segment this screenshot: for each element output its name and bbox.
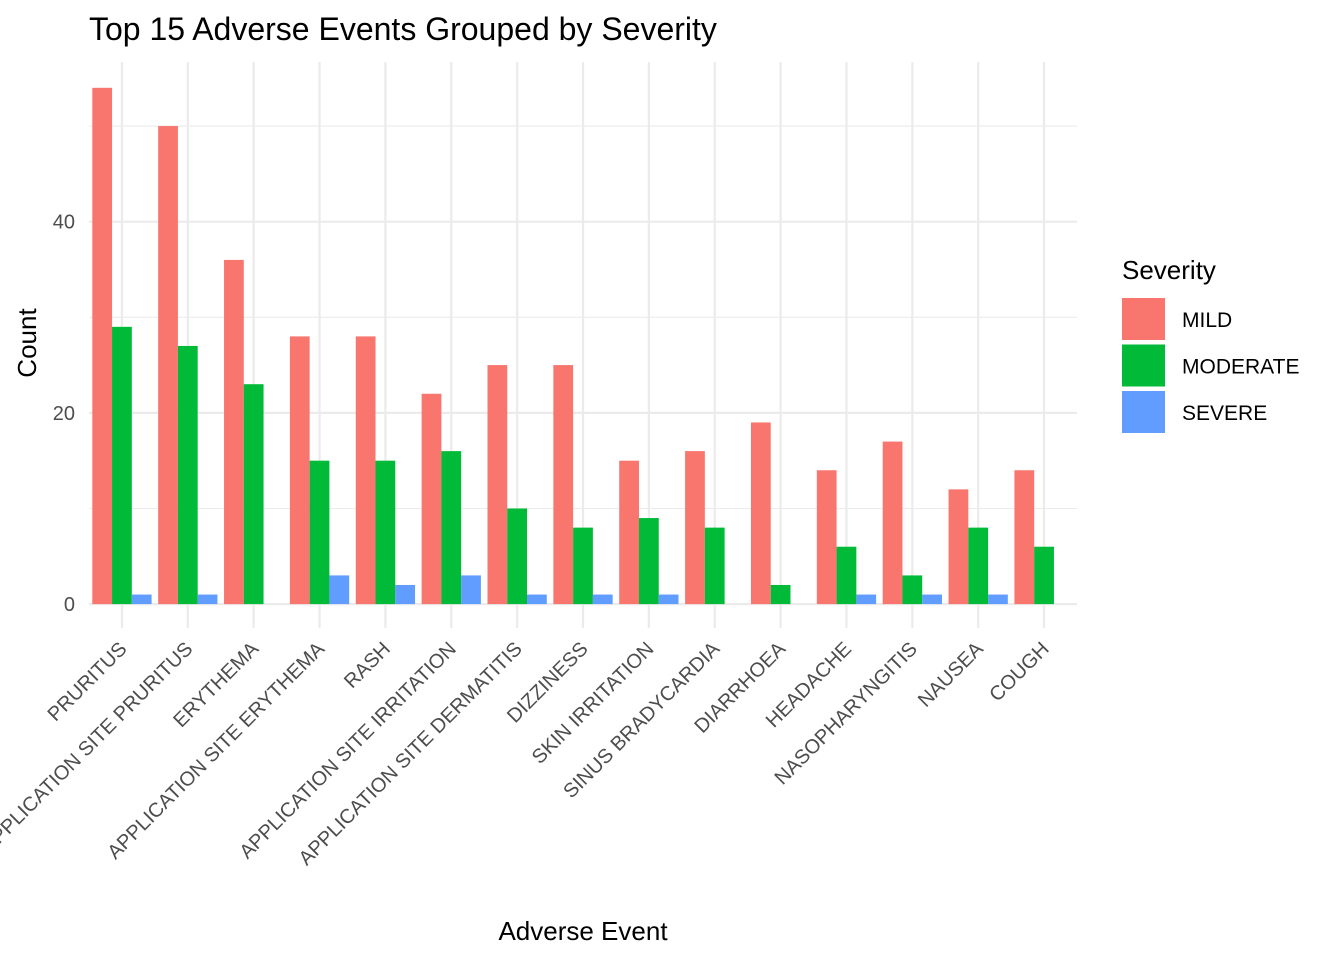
bar-mild-application-site-irritation [421,393,442,605]
bar-moderate-diarrhoea [770,584,791,605]
bar-severe-nasopharyngitis [922,594,942,605]
x-axis-title: Adverse Event [498,916,668,946]
bar-moderate-application-site-irritation [441,451,462,605]
legend-key-moderate [1122,344,1165,387]
legend-key-severe [1122,391,1165,433]
x-tick-label: SKIN IRRITATION [528,638,659,769]
bar-mild-headache [816,470,837,605]
bar-moderate-application-site-erythema [309,460,330,605]
y-axis-title: Count [12,308,42,378]
bar-mild-diarrhoea [750,422,771,605]
bar-moderate-erythema [243,384,264,605]
bar-mild-sinus-bradycardia [685,451,705,605]
bar-severe-nausea [988,594,1008,605]
bar-mild-application-site-pruritus [158,126,178,605]
legend-label-moderate: MODERATE [1182,356,1299,379]
bar-moderate-skin-irritation [638,518,659,605]
bar-severe-skin-irritation [658,594,679,605]
x-tick-label: RASH [340,638,395,693]
y-tick-label: 20 [53,403,75,425]
bar-mild-rash [355,336,376,605]
bars [92,87,1054,605]
bar-mild-pruritus [92,87,113,605]
chart-title: Top 15 Adverse Events Grouped by Severit… [89,11,717,47]
legend-title: Severity [1122,255,1216,285]
bar-severe-dizziness [592,594,613,605]
bar-mild-nasopharyngitis [882,441,903,605]
bar-moderate-cough [1034,546,1054,605]
bar-moderate-application-site-pruritus [177,345,198,605]
bar-mild-dizziness [553,365,574,605]
y-axis-ticks: 0 20 40 [53,212,75,616]
bar-moderate-rash [375,460,396,605]
bar-mild-cough [1014,470,1035,605]
bar-mild-application-site-erythema [289,336,310,605]
bar-moderate-nasopharyngitis [902,575,923,605]
y-tick-label: 0 [64,594,75,616]
legend-label-severe: SEVERE [1182,402,1267,425]
bar-moderate-dizziness [573,527,593,605]
bar-mild-skin-irritation [619,460,639,605]
bar-mild-application-site-dermatitis [487,365,508,605]
bar-moderate-application-site-dermatitis [507,508,528,605]
bar-moderate-nausea [968,527,989,605]
bar-moderate-sinus-bradycardia [704,527,725,605]
legend-key-mild [1122,298,1165,340]
bar-moderate-headache [836,546,857,605]
bar-mild-nausea [948,489,969,605]
legend: Severity MILD MODERATE SEVERE [1122,255,1299,433]
y-tick-label: 40 [53,212,75,234]
bar-moderate-pruritus [112,326,132,605]
legend-label-mild: MILD [1182,309,1232,332]
bar-severe-application-site-pruritus [197,594,218,605]
x-tick-label: NAUSEA [914,638,988,712]
bar-severe-application-site-irritation [461,575,481,605]
bar-mild-erythema [224,259,244,605]
bar-severe-pruritus [131,594,152,605]
bar-severe-rash [395,584,416,605]
bar-severe-application-site-dermatitis [527,594,547,605]
x-tick-label: COUGH [985,638,1053,706]
bar-severe-application-site-erythema [329,575,350,605]
bar-severe-headache [856,594,877,605]
